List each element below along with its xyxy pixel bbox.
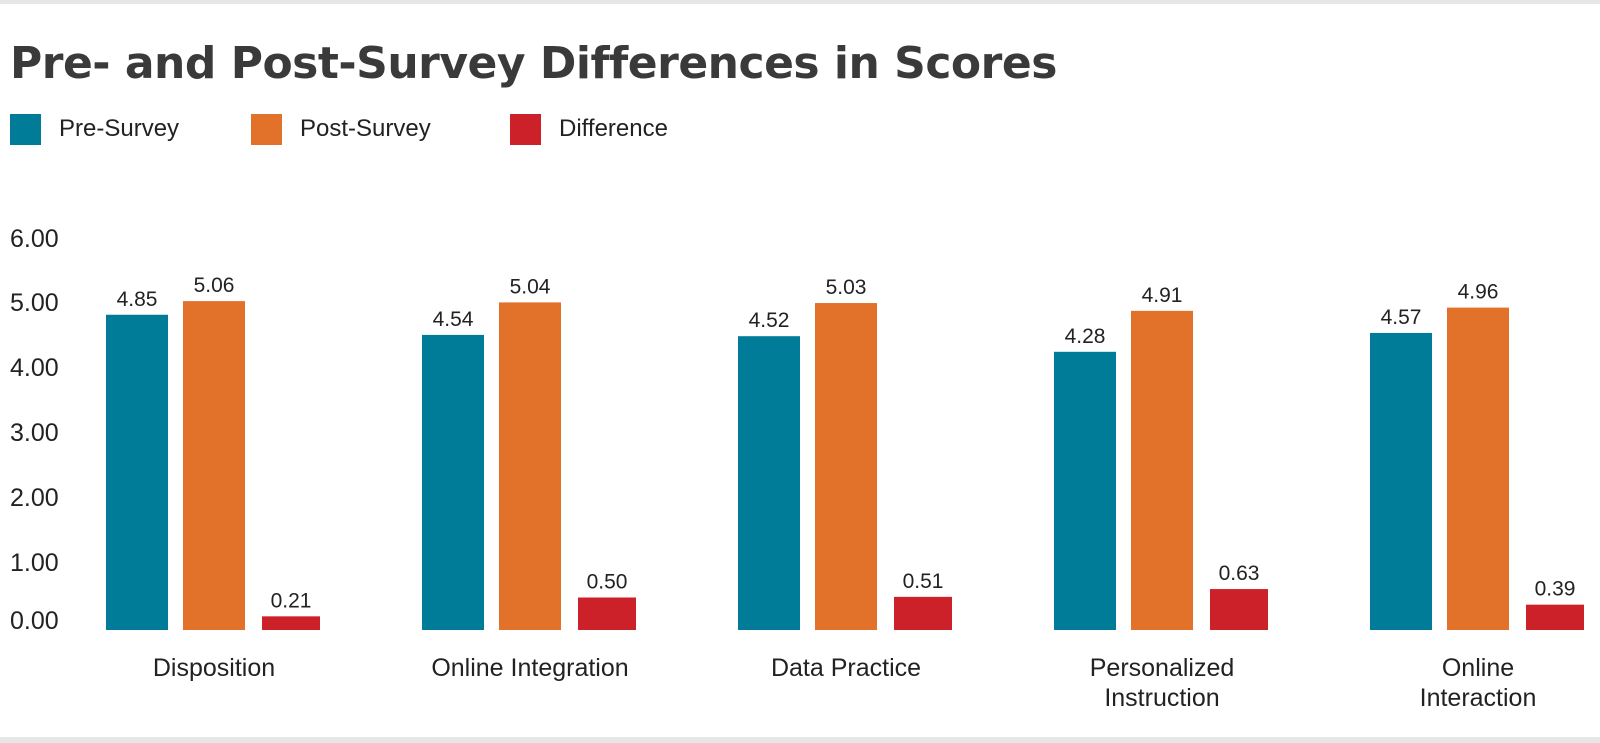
bar-difference-personalized-instruction: [1210, 589, 1268, 630]
legend-item-difference: Difference: [510, 112, 668, 146]
y-tick-label: 2.00: [10, 484, 59, 512]
legend-item-pre-survey: Pre-Survey: [10, 112, 179, 146]
y-tick-label: 0.00: [10, 607, 59, 635]
data-label-difference: 0.63: [1219, 562, 1260, 585]
category-label: Disposition: [153, 654, 275, 682]
bar-post-survey-data-practice: [815, 303, 877, 630]
bar-post-survey-online-integration: [499, 302, 561, 630]
category-label: Personalized: [1090, 654, 1235, 682]
legend-swatch-post-survey: [251, 113, 282, 145]
category-label: Online: [1442, 654, 1514, 682]
data-label-post-survey: 5.03: [826, 276, 867, 299]
bar-difference-disposition: [262, 616, 320, 630]
bar-difference-online-interaction: [1526, 604, 1584, 630]
data-label-difference: 0.21: [271, 589, 312, 612]
data-label-pre-survey: 4.52: [749, 309, 790, 332]
chart-title: Pre- and Post-Survey Differences in Scor…: [10, 38, 1057, 89]
data-label-pre-survey: 4.28: [1065, 325, 1106, 348]
data-label-difference: 0.51: [903, 570, 944, 593]
bar-pre-survey-personalized-instruction: [1054, 351, 1116, 630]
legend-item-post-survey: Post-Survey: [251, 112, 431, 146]
y-tick-label: 3.00: [10, 419, 59, 447]
category-label: Online Integration: [431, 654, 628, 682]
bar-difference-online-integration: [578, 597, 636, 630]
bar-post-survey-disposition: [183, 301, 245, 630]
data-label-pre-survey: 4.57: [1381, 306, 1422, 329]
y-tick-label: 5.00: [10, 289, 59, 317]
legend-swatch-difference: [510, 113, 541, 145]
data-label-pre-survey: 4.85: [117, 288, 158, 311]
legend-swatch-pre-survey: [10, 113, 41, 145]
y-tick-label: 6.00: [10, 225, 59, 253]
bar-pre-survey-online-interaction: [1370, 332, 1432, 630]
bar-pre-survey-disposition: [106, 314, 168, 630]
legend-label-difference: Difference: [559, 115, 668, 142]
data-label-post-survey: 4.96: [1458, 281, 1499, 304]
data-label-post-survey: 5.06: [194, 274, 235, 297]
data-label-pre-survey: 4.54: [433, 308, 474, 331]
legend-label-pre-survey: Pre-Survey: [59, 115, 180, 142]
bar-post-survey-online-interaction: [1447, 307, 1509, 630]
category-label: Data Practice: [771, 654, 921, 682]
data-label-post-survey: 5.04: [510, 275, 551, 298]
data-label-post-survey: 4.91: [1142, 284, 1183, 307]
bar-pre-survey-data-practice: [738, 336, 800, 630]
bar-difference-data-practice: [894, 596, 952, 630]
category-label: Interaction: [1420, 684, 1537, 712]
data-label-difference: 0.39: [1535, 578, 1576, 601]
legend-label-post-survey: Post-Survey: [300, 115, 431, 142]
bar-pre-survey-online-integration: [422, 334, 484, 630]
data-label-difference: 0.50: [587, 571, 628, 594]
bar-post-survey-personalized-instruction: [1131, 310, 1193, 630]
y-tick-label: 1.00: [10, 549, 59, 577]
y-tick-label: 4.00: [10, 354, 59, 382]
category-label: Instruction: [1104, 684, 1219, 712]
